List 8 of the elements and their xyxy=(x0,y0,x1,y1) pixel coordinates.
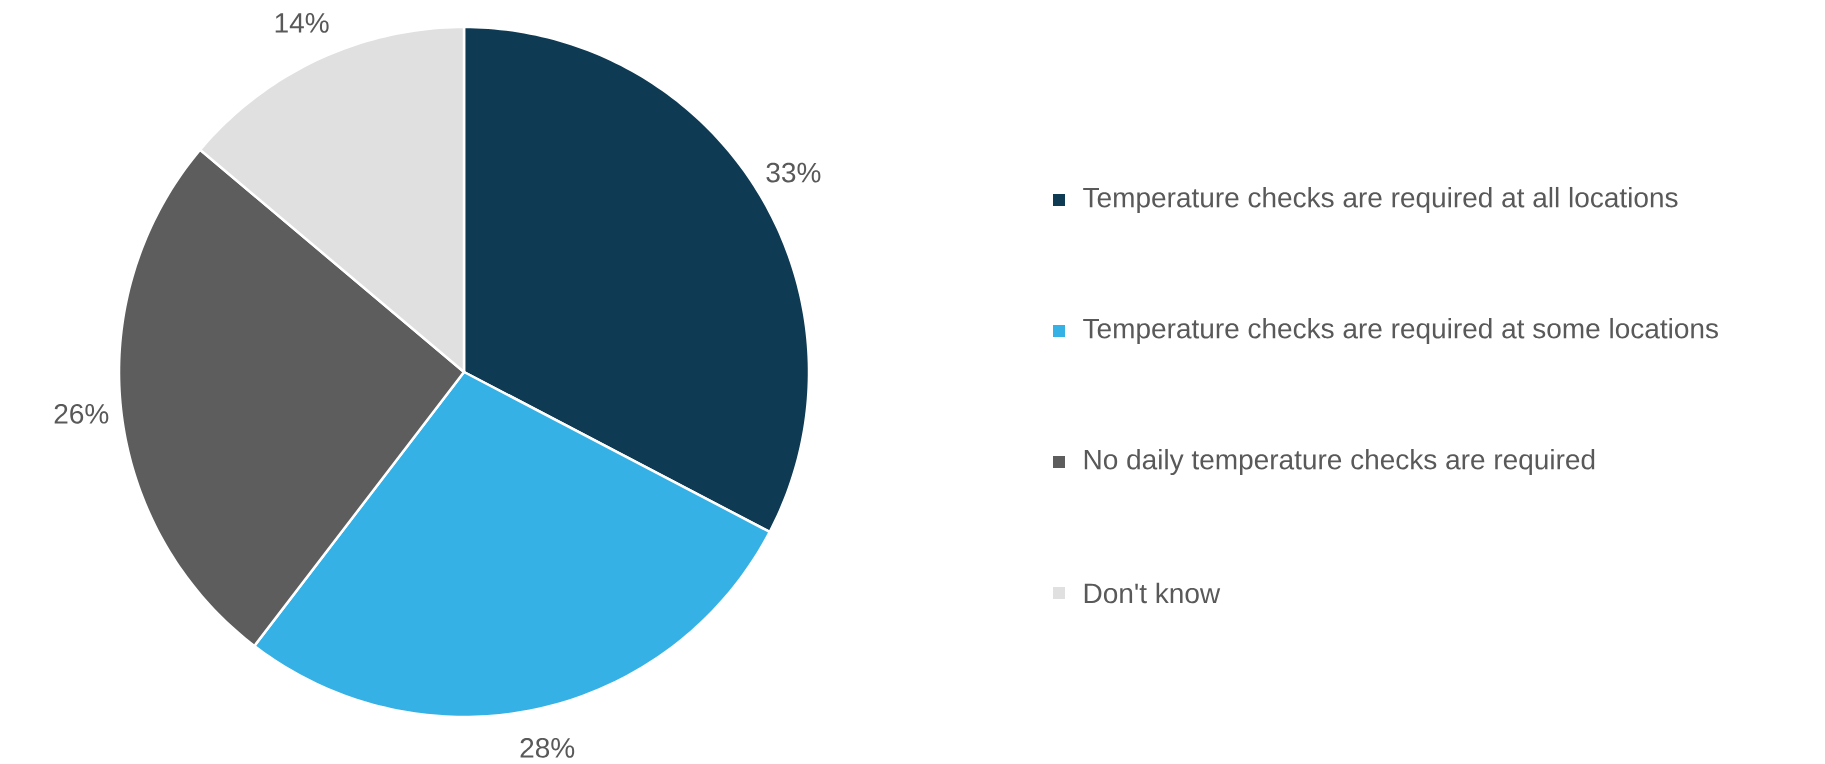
legend-label: Temperature checks are required at all locations xyxy=(1083,186,1678,214)
legend-label: Don't know xyxy=(1084,582,1221,604)
data-label: 14% xyxy=(275,13,329,33)
data-label: 28% xyxy=(520,738,575,758)
data-label: 26% xyxy=(54,403,109,424)
data-label: 33% xyxy=(766,162,821,183)
legend-label: Temperature checks are required at some locations xyxy=(1083,317,1718,345)
legend-label: No daily temperature checks are required xyxy=(1084,448,1595,476)
